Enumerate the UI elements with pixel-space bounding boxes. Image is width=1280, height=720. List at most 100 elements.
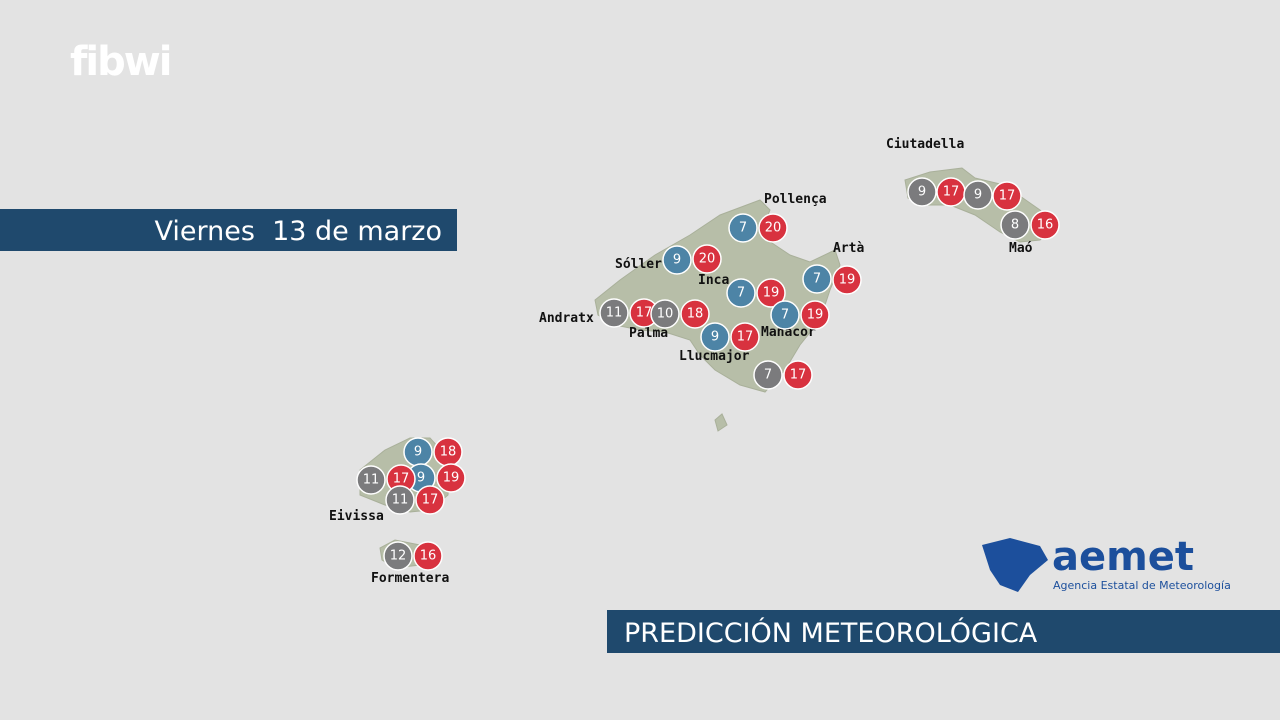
- marker-circle: [728, 213, 758, 243]
- temperature-marker: 7: [753, 360, 783, 390]
- marker-circle: [680, 299, 710, 329]
- temperature: 12: [390, 549, 407, 564]
- marker-circle: [692, 244, 722, 274]
- temperature: 11: [606, 306, 623, 321]
- temperature: 9: [417, 471, 425, 486]
- temperature-marker: 19: [436, 463, 466, 493]
- marker-circle: [413, 541, 443, 571]
- temperature: 17: [393, 472, 410, 487]
- place-name: Llucmajor: [679, 349, 750, 364]
- temperature-marker: 20: [692, 244, 722, 274]
- temperature: 11: [363, 473, 380, 488]
- temperature: 17: [999, 189, 1016, 204]
- marker-circle: [436, 463, 466, 493]
- place-name: Inca: [698, 273, 729, 288]
- temperature: 18: [440, 445, 457, 460]
- place-name: Maó: [1009, 241, 1033, 256]
- marker-circle: [662, 245, 692, 275]
- aemet-name: aemet: [1052, 534, 1194, 580]
- place-name: Eivissa: [329, 509, 384, 524]
- temperature: 19: [443, 471, 460, 486]
- aemet-subtitle: Agencia Estatal de Meteorología: [1053, 579, 1231, 592]
- temperature: 10: [657, 307, 674, 322]
- place-name: Formentera: [371, 571, 449, 586]
- temperature-marker: 20: [758, 213, 788, 243]
- aemet-logo: aemet Agencia Estatal de Meteorología: [982, 534, 1231, 592]
- temperature-marker: 17: [386, 464, 416, 494]
- temperature: 7: [737, 286, 745, 301]
- temperature: 11: [392, 493, 409, 508]
- temperature: 9: [673, 253, 681, 268]
- cabrera: [714, 413, 728, 432]
- temperature-marker: 17: [415, 485, 445, 515]
- marker-circle: [730, 322, 760, 352]
- temperature-marker: 9: [662, 245, 692, 275]
- temperature-marker: 9: [403, 437, 433, 467]
- temperature-marker: 17: [730, 322, 760, 352]
- temperature-marker: 17: [936, 177, 966, 207]
- temperature: 7: [764, 368, 772, 383]
- marker-circle: [756, 278, 786, 308]
- temperature: 17: [636, 306, 653, 321]
- temperature-marker: 16: [1030, 210, 1060, 240]
- islands: [359, 167, 1056, 569]
- temperature: 9: [974, 188, 982, 203]
- temperature-marker: 11: [385, 485, 415, 515]
- temperature-marker: 19: [832, 265, 862, 295]
- place-name: Andratx: [539, 311, 594, 326]
- temperature: 17: [422, 493, 439, 508]
- marker-circle: [963, 180, 993, 210]
- marker-circle: [356, 465, 386, 495]
- temperature: 17: [943, 185, 960, 200]
- channel-logo: fibwi: [70, 39, 170, 85]
- marker-circle: [1030, 210, 1060, 240]
- aemet-icon: [982, 538, 1048, 592]
- place-name: Artà: [833, 241, 864, 256]
- marker-circle: [650, 299, 680, 329]
- place-name: Palma: [629, 326, 668, 341]
- temperature-marker: 18: [680, 299, 710, 329]
- marker-circle: [726, 278, 756, 308]
- temperature: 8: [1011, 218, 1019, 233]
- temperature: 9: [711, 330, 719, 345]
- temperature: 7: [813, 272, 821, 287]
- temperature: 19: [839, 273, 856, 288]
- temperature-marker: 11: [356, 465, 386, 495]
- temperature-marker: 7: [770, 300, 800, 330]
- temperature-marker: 16: [413, 541, 443, 571]
- temperature: 18: [687, 307, 704, 322]
- temperature-marker: 7: [802, 264, 832, 294]
- temperature: 16: [420, 549, 437, 564]
- temperature-marker: 12: [383, 541, 413, 571]
- footer-title: PREDICCIÓN METEOROLÓGICA: [624, 617, 1038, 649]
- temperature-marker: 7: [728, 213, 758, 243]
- marker-circle: [802, 264, 832, 294]
- footer-banner: [607, 610, 1280, 653]
- marker-circle: [1000, 210, 1030, 240]
- temperature: 9: [414, 445, 422, 460]
- temperature: 16: [1037, 218, 1054, 233]
- marker-circle: [832, 265, 862, 295]
- temperature-marker: 10: [650, 299, 680, 329]
- date: Viernes 13 de marzo: [155, 216, 442, 247]
- place-name: Pollença: [764, 192, 827, 207]
- marker-circle: [770, 300, 800, 330]
- marker-circle: [415, 485, 445, 515]
- temperature: 19: [763, 286, 780, 301]
- temperature-marker: 9: [907, 177, 937, 207]
- temperature-marker: 17: [783, 360, 813, 390]
- marker-circle: [700, 322, 730, 352]
- temperature: 20: [699, 252, 716, 267]
- temperature-marker: 18: [433, 437, 463, 467]
- temperature: 7: [781, 308, 789, 323]
- marker-circle: [599, 298, 629, 328]
- temperature-marker: 19: [800, 300, 830, 330]
- marker-circle: [753, 360, 783, 390]
- marker-circle: [992, 181, 1022, 211]
- marker-circle: [383, 541, 413, 571]
- temperature-marker: 9: [700, 322, 730, 352]
- temperature-marker: 7: [726, 278, 756, 308]
- temperature: 9: [918, 185, 926, 200]
